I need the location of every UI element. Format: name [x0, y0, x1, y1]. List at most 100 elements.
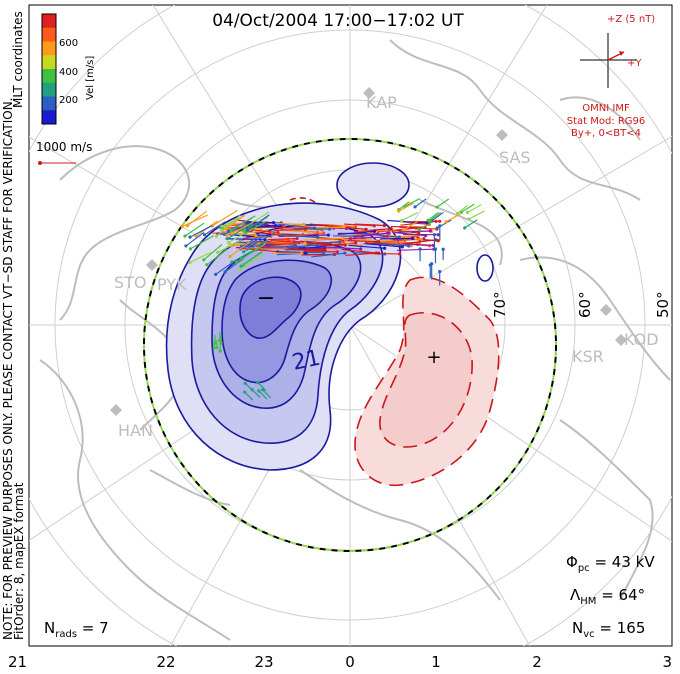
velocity-vector-origin [435, 205, 439, 209]
velocity-vector-origin [424, 234, 428, 238]
velocity-vector-origin [256, 380, 260, 385]
velocity-vector-origin [354, 241, 358, 245]
nrads-value: = 7 [77, 619, 109, 637]
velocity-vector-origin [276, 230, 280, 235]
velocity-vector [337, 230, 375, 235]
mlt-tick-2: 2 [532, 653, 542, 671]
colorbar-tick-200: 200 [59, 95, 78, 106]
stat-phi-pc: Φpc = 43 kV [566, 553, 655, 574]
velocity-vector-origin [244, 230, 248, 235]
velocity-vector [236, 245, 263, 263]
velocity-vector-origin [303, 241, 307, 245]
velocity-vector-origin [438, 224, 442, 228]
velocity-vector-origin [215, 346, 219, 350]
velocity-vector-origin [411, 236, 415, 241]
velocity-vector-origin [237, 267, 242, 272]
velocity-vector-origin [239, 264, 243, 268]
velocity-vector [189, 225, 213, 238]
velocity-vector [185, 231, 205, 247]
velocity-vector-origin [180, 224, 184, 229]
phi-value: = 43 kV [590, 553, 656, 571]
velocity-vector [189, 251, 211, 264]
velocity-vector [414, 198, 427, 208]
small-negative-contour [336, 162, 410, 208]
colorbar-tick-400: 400 [59, 67, 78, 78]
velocity-vector-origin [335, 250, 340, 254]
velocity-vector [367, 240, 405, 244]
lambda-symbol: Λ [570, 586, 581, 604]
velocity-vector-origin [377, 251, 381, 255]
velocity-vector-origin [235, 260, 239, 264]
velocity-vector [244, 391, 254, 401]
latitude-label-70: 70° [491, 291, 509, 318]
velocity-vector-origin [434, 219, 438, 223]
velocity-vector-origin [316, 235, 320, 239]
velocity-vector-origin [214, 234, 219, 238]
velocity-vector [303, 237, 343, 241]
imf-model: Stat Mod: RG96 [567, 116, 646, 127]
velocity-vector [362, 233, 400, 238]
mlt-tick-0: 0 [345, 653, 355, 671]
velocity-vector [354, 223, 385, 227]
velocity-vector [224, 222, 251, 235]
fit-info: FitOrder: 8, mapEX format [12, 482, 26, 640]
vector-scale-label: 1000 m/s [36, 140, 92, 154]
velocity-vector [355, 239, 392, 242]
station-markers [110, 87, 627, 416]
velocity-vector [431, 211, 444, 221]
velocity-vector [436, 198, 450, 208]
velocity-vector-origin [214, 272, 218, 276]
velocity-vector-origin [398, 252, 402, 256]
velocity-vector-origin [283, 246, 287, 250]
velocity-vector-origin [307, 230, 311, 234]
velocity-vector-origin [230, 260, 234, 264]
velocity-vector [285, 248, 323, 251]
velocity-vector-origin [392, 229, 397, 233]
velocity-vector-origin [353, 225, 357, 229]
velocity-vector [262, 389, 272, 399]
velocity-vector-origin [300, 251, 304, 255]
imf-by-label: +Y [627, 58, 642, 69]
velocity-vector-origin [463, 226, 467, 230]
velocity-vector [303, 250, 338, 253]
velocity-vector-origin [441, 247, 445, 251]
velocity-vector [212, 210, 238, 227]
station-label-sas: SAS [499, 148, 531, 167]
velocity-vector-origin [202, 233, 207, 237]
velocity-vector [249, 232, 276, 247]
velocity-vector-origin [342, 225, 346, 229]
velocity-vector-origin [183, 234, 187, 238]
velocity-vector [227, 223, 253, 240]
velocity-vector-origin [428, 263, 432, 267]
colorbar-segment [42, 96, 56, 111]
preview-notice: NOTE: FOR PREVIEW PURPOSES ONLY. PLEASE … [1, 98, 15, 641]
velocity-colorbar [41, 13, 57, 125]
lambda-subscript: HM [580, 596, 596, 607]
velocity-vector [429, 211, 442, 221]
imf-condition: By+, 0<BT<4 [571, 128, 641, 139]
velocity-vector-origin [218, 349, 222, 353]
velocity-vector-origin [303, 227, 308, 231]
velocity-vector-origin [435, 226, 439, 230]
velocity-vector-origin [227, 240, 231, 245]
velocity-vector-origin [436, 233, 440, 237]
stat-lambda-hm: ΛHM = 64° [570, 586, 645, 607]
station-labels: KAP SAS STO PYK KOD KSR HAN [114, 93, 659, 440]
velocity-vector-origin [433, 247, 438, 251]
velocity-vector [457, 204, 469, 214]
velocity-vector [239, 247, 278, 253]
velocity-vector-origin [434, 238, 438, 242]
velocity-vector [350, 236, 388, 240]
velocity-vector-origin [212, 346, 216, 350]
velocity-vector-origin [386, 231, 390, 235]
velocity-vector-origin [407, 244, 411, 248]
velocity-vector-origin [364, 227, 368, 231]
velocity-vector-origin [326, 233, 330, 237]
velocity-vector [379, 237, 413, 240]
velocity-vector-origin [417, 228, 421, 232]
positive-contour-fragment [289, 197, 319, 206]
imf-source: OMNI IMF [582, 103, 630, 114]
velocity-vector [353, 232, 388, 238]
station-label-kap: KAP [366, 93, 397, 112]
